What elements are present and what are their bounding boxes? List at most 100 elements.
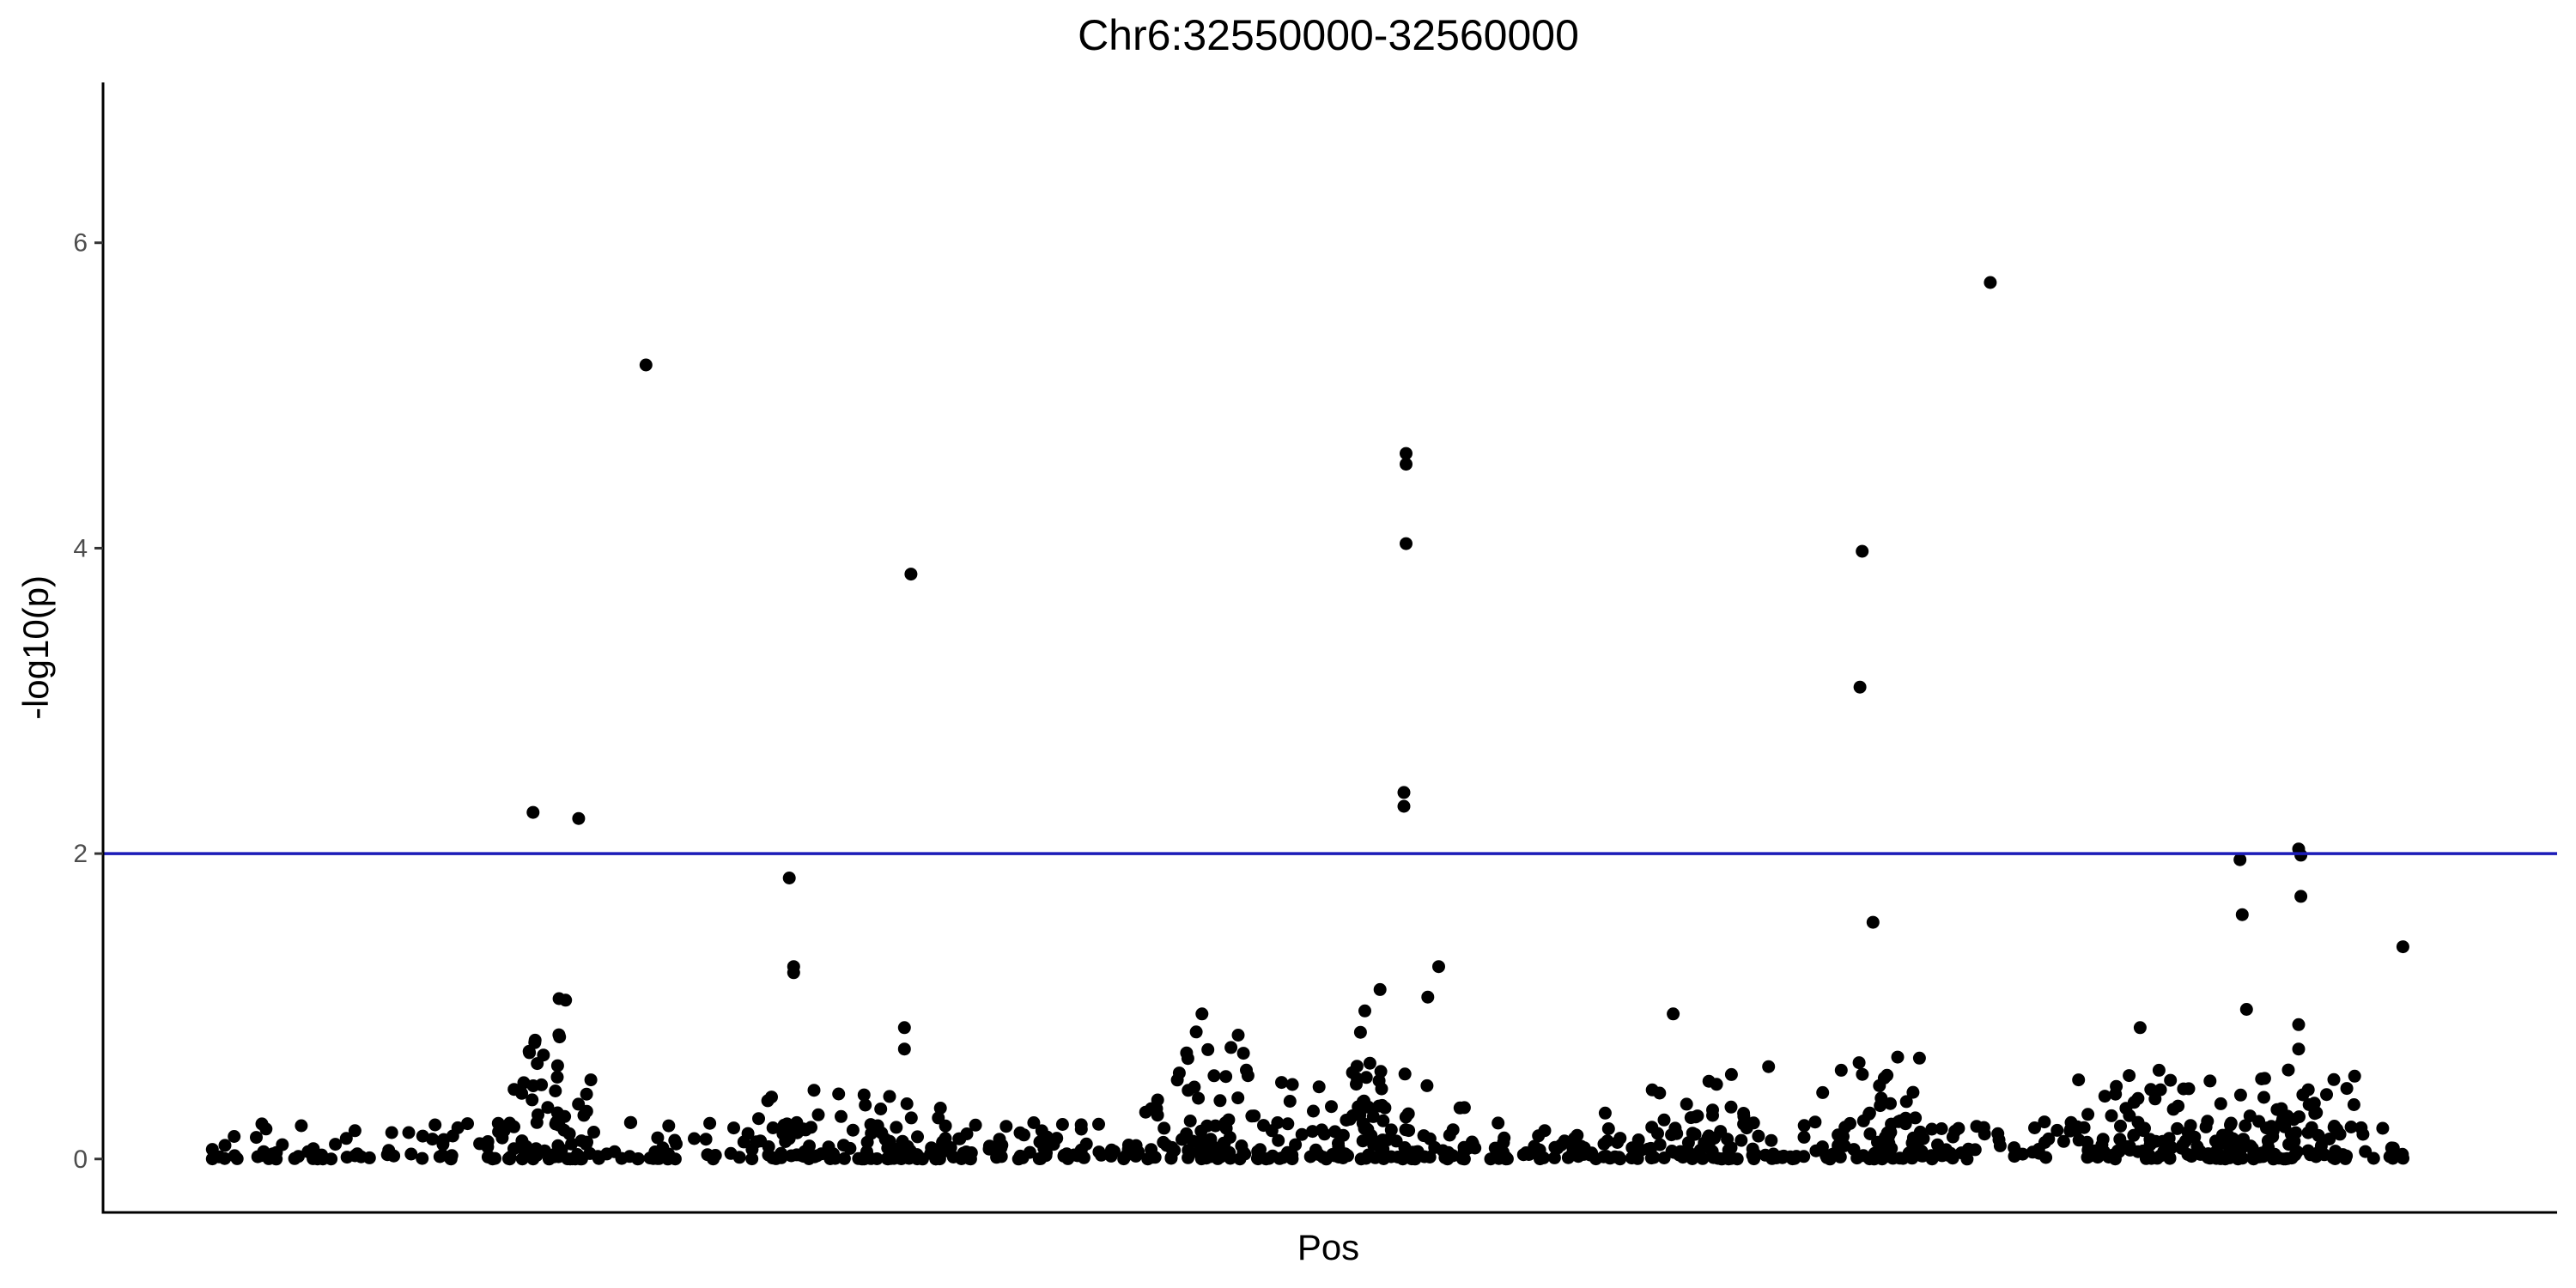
data-point <box>1866 915 1880 929</box>
data-point <box>1192 1145 1206 1158</box>
data-point <box>1797 1130 1811 1144</box>
data-point <box>1852 1056 1866 1070</box>
data-point <box>887 1142 901 1156</box>
data-point <box>2184 1119 2197 1133</box>
data-point <box>2239 1003 2253 1016</box>
data-point <box>1765 1133 1778 1147</box>
data-point <box>1585 1146 1599 1160</box>
data-point <box>1366 1109 1380 1123</box>
data-point <box>295 1119 308 1133</box>
data-point <box>529 1142 543 1156</box>
data-point <box>1432 960 1445 974</box>
data-point <box>708 1149 722 1162</box>
data-point <box>1647 1151 1661 1164</box>
data-point <box>1441 1152 1455 1166</box>
data-point <box>724 1146 738 1160</box>
data-point <box>852 1151 866 1165</box>
data-point <box>2098 1090 2111 1103</box>
data-point <box>2143 1133 2157 1146</box>
data-point <box>1737 1107 1751 1120</box>
data-point <box>1850 1151 1864 1165</box>
data-point <box>2281 1063 2295 1077</box>
data-point <box>2257 1150 2269 1163</box>
data-point <box>1645 1083 1659 1097</box>
data-point <box>1034 1151 1048 1165</box>
data-point <box>2233 1088 2247 1102</box>
data-point <box>895 1152 908 1165</box>
data-point <box>1948 1124 1962 1138</box>
data-point <box>2320 1088 2333 1102</box>
data-point <box>1421 990 1435 1004</box>
data-point <box>1498 1131 1511 1145</box>
data-point <box>2199 1120 2213 1133</box>
data-point <box>1276 1151 1290 1164</box>
data-point <box>1925 1122 1939 1136</box>
data-point <box>2111 1145 2125 1159</box>
data-point <box>1466 1137 1479 1151</box>
data-point <box>2127 1096 2141 1109</box>
data-point <box>2175 1141 2189 1155</box>
data-point <box>550 1059 564 1072</box>
data-point <box>541 1101 555 1115</box>
data-point <box>1092 1117 1105 1131</box>
data-point <box>1204 1147 1218 1161</box>
data-point <box>932 1111 945 1125</box>
data-point <box>811 1108 825 1121</box>
data-point <box>1912 1051 1926 1065</box>
data-point <box>2257 1091 2270 1104</box>
data-point <box>1363 1056 1376 1070</box>
data-point <box>437 1133 451 1146</box>
data-point <box>2154 1083 2167 1097</box>
data-point <box>933 1152 946 1166</box>
data-point <box>668 1133 682 1147</box>
data-point <box>857 1088 871 1102</box>
data-point <box>952 1132 966 1145</box>
data-point <box>2172 1099 2185 1113</box>
data-point <box>727 1121 740 1135</box>
data-point <box>329 1138 343 1151</box>
data-point <box>1200 1119 1214 1133</box>
data-point <box>552 1150 565 1163</box>
data-point <box>737 1135 750 1149</box>
data-point <box>2261 1134 2275 1148</box>
data-point <box>884 1151 898 1165</box>
data-point <box>2278 1120 2292 1133</box>
data-point <box>2294 848 2308 862</box>
data-point <box>387 1149 401 1163</box>
data-point <box>1547 1151 1561 1164</box>
data-point <box>624 1115 638 1129</box>
data-point <box>2266 1124 2280 1138</box>
data-point <box>2347 1098 2360 1111</box>
data-point <box>486 1152 500 1166</box>
data-point <box>2385 1141 2398 1155</box>
data-point <box>1856 544 1869 558</box>
data-point <box>1350 1060 1364 1073</box>
data-point <box>1874 1099 1887 1113</box>
data-point <box>1670 1127 1684 1140</box>
data-point <box>2294 890 2308 903</box>
data-point <box>1561 1151 1575 1164</box>
data-point <box>1891 1050 1905 1064</box>
data-point <box>573 1151 586 1165</box>
data-point <box>1453 1101 1467 1115</box>
data-point <box>1625 1151 1638 1165</box>
data-point <box>519 1139 533 1153</box>
data-point <box>1500 1152 1514 1166</box>
data-point <box>2255 1072 2269 1085</box>
data-point <box>1027 1116 1041 1129</box>
data-point <box>262 1151 276 1165</box>
data-point <box>2064 1115 2078 1129</box>
data-point <box>1711 1151 1725 1165</box>
data-point <box>1218 1116 1232 1130</box>
data-point <box>1067 1148 1081 1162</box>
data-point <box>1944 1146 1958 1160</box>
data-point <box>1657 1113 1671 1127</box>
data-point <box>1877 1072 1891 1084</box>
data-point <box>348 1124 361 1138</box>
data-point <box>1332 1143 1346 1157</box>
data-point <box>2327 1072 2341 1086</box>
data-point <box>1402 1124 1416 1138</box>
data-point <box>859 1098 872 1112</box>
data-point <box>2133 1021 2147 1035</box>
data-point <box>1960 1152 1974 1166</box>
